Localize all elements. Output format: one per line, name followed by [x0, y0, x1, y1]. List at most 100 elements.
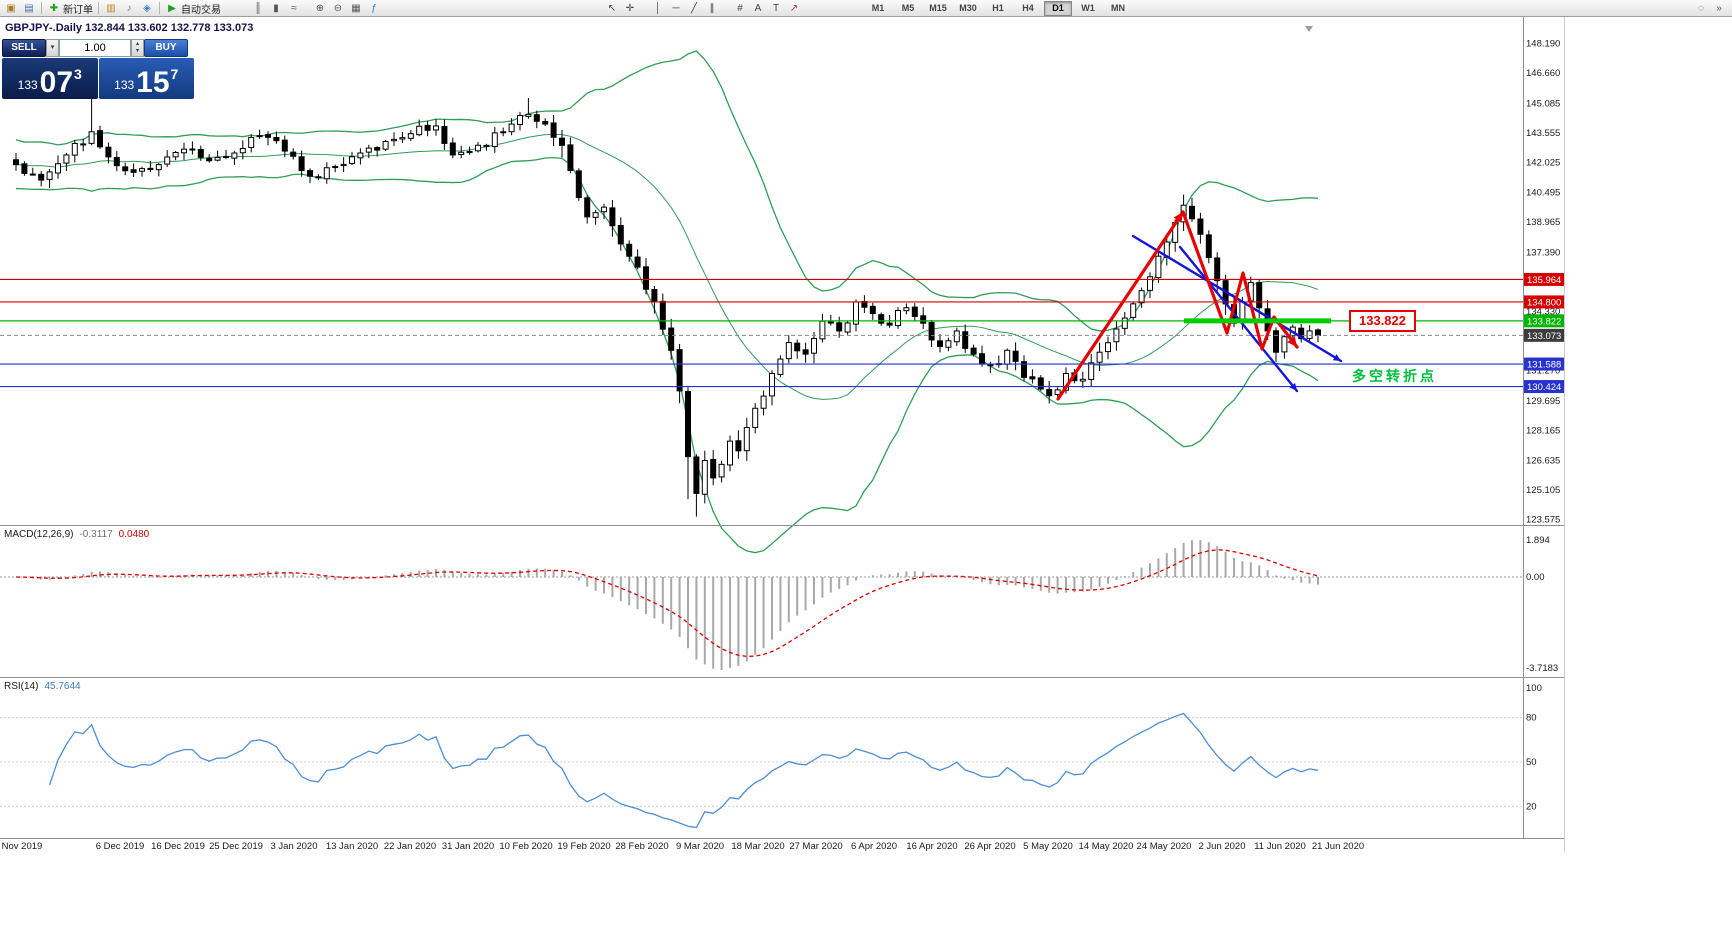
one-click-trading-panel: SELL ▾ ▴ ▾ BUY 133 07 3 133 15 7	[2, 39, 194, 99]
bid-price-panel[interactable]: 133 07 3	[2, 58, 98, 99]
price-axis-label: 137.390	[1526, 247, 1560, 258]
equidistant-channel-button[interactable]: ∥	[703, 1, 721, 16]
cursor-button[interactable]: ↖	[603, 1, 621, 16]
expert-advisor-icon: ◈	[143, 2, 151, 14]
chart-shift-marker[interactable]	[1305, 26, 1313, 32]
pivot-note-text[interactable]: 多空转折点	[1352, 368, 1437, 384]
timeframe-m5-button[interactable]: M5	[901, 2, 915, 13]
candlestick-mode-button[interactable]: ▮	[267, 1, 285, 16]
trendline-icon: ╱	[690, 2, 698, 14]
crosshair-button[interactable]: ✛	[621, 1, 639, 16]
arrows-button[interactable]: ↗	[785, 1, 803, 16]
toolbar-separator	[41, 2, 42, 14]
rsi-name: RSI(14)	[4, 681, 39, 692]
fibonacci-button[interactable]: #	[731, 1, 749, 16]
buy-button[interactable]: BUY	[144, 39, 188, 57]
zoom-out-button[interactable]: ⊖	[329, 1, 347, 16]
horizontal-line-icon: ─	[672, 2, 680, 14]
trendline-button[interactable]: ╱	[685, 1, 703, 16]
horizontal-level-lines	[0, 278, 1523, 388]
price-badge: 135.964	[1527, 275, 1561, 286]
time-axis-label: 21 Jun 2020	[1312, 841, 1364, 852]
auto-trading-icon: ▶	[168, 2, 176, 14]
profiles-icon: ▤	[24, 2, 34, 14]
price-axis-label: 128.165	[1526, 426, 1560, 437]
time-axis-label: 19 Feb 2020	[557, 841, 610, 852]
ask-pip-digit: 7	[170, 66, 179, 82]
new-chart-icon: ▣	[6, 2, 16, 14]
time-axis-label: 26 Apr 2020	[964, 841, 1015, 852]
price-annotation-label[interactable]: 133.822	[1349, 310, 1416, 332]
timeframe-mn-button[interactable]: MN	[1111, 2, 1125, 13]
price-axis-label: 125.105	[1526, 485, 1560, 496]
sell-button[interactable]: SELL	[2, 39, 46, 57]
equidistant-channel-icon: ∥	[709, 2, 715, 14]
sound-alert-button[interactable]: ♪	[120, 1, 138, 16]
vertical-line-button[interactable]: │	[649, 1, 667, 16]
rally-arrow[interactable]	[1056, 210, 1185, 401]
timeframe-d1-button[interactable]: D1	[1044, 0, 1072, 16]
price-badge: 134.800	[1527, 297, 1561, 308]
price-axis-label: 129.695	[1526, 396, 1560, 407]
line-chart-mode-button[interactable]: ≈	[285, 1, 303, 16]
volume-down-icon[interactable]: ▾	[135, 48, 139, 54]
time-axis-label: 24 May 2020	[1137, 841, 1192, 852]
expert-advisor-button[interactable]: ◈	[138, 1, 156, 16]
indicators-button[interactable]: ƒ	[365, 1, 383, 16]
ask-main-digits: 15	[136, 66, 170, 99]
price-axis-label: 126.635	[1526, 455, 1560, 466]
zoom-in-icon: ⊕	[315, 2, 325, 14]
toolbar-separator	[159, 2, 160, 14]
timeframe-w1-button[interactable]: W1	[1081, 2, 1095, 13]
arrows-icon: ↗	[789, 2, 799, 14]
timeframe-h4-button[interactable]: H4	[1022, 2, 1034, 13]
toolbar-search-button[interactable]: ◌	[1692, 1, 1710, 16]
ask-price-panel[interactable]: 133 15 7	[98, 58, 194, 99]
time-axis-label: 27 Mar 2020	[789, 841, 842, 852]
price-axis-label: 146.660	[1526, 68, 1560, 79]
timeframe-m30-button[interactable]: M30	[959, 2, 977, 13]
time-axis-label: 3 Jan 2020	[270, 841, 317, 852]
zoom-in-button[interactable]: ⊕	[311, 1, 329, 16]
time-axis-label: 14 May 2020	[1079, 841, 1134, 852]
volume-decrease-button[interactable]: ▾	[46, 39, 59, 57]
macd-name: MACD(12,26,9)	[4, 529, 74, 540]
text-label-button[interactable]: T	[767, 1, 785, 16]
bar-chart-mode-button[interactable]: ║	[249, 1, 267, 16]
price-axis-label: 148.190	[1526, 39, 1560, 50]
timeframe-h1-button[interactable]: H1	[992, 2, 1004, 13]
toolbar-overflow-button[interactable]: »	[1710, 1, 1728, 16]
rsi-panel: 100 80 50 20	[0, 683, 1542, 829]
toolbar-separator	[98, 2, 99, 14]
sound-alert-icon: ♪	[126, 2, 132, 14]
timeframe-m15-button[interactable]: M15	[929, 2, 947, 13]
price-axis-label: 143.555	[1526, 128, 1560, 139]
volume-input[interactable]	[59, 39, 131, 57]
tile-windows-icon: ▦	[351, 2, 361, 14]
new-order-button[interactable]: ✚ 新订单	[45, 1, 95, 16]
text-button[interactable]: A	[749, 1, 767, 16]
new-order-icon: ✚	[49, 2, 59, 14]
text-icon: A	[754, 2, 762, 14]
time-axis-label: 2 Jun 2020	[1198, 841, 1245, 852]
timeframe-m1-button[interactable]: M1	[871, 2, 885, 13]
price-axis-label: 131.270	[1526, 366, 1560, 377]
price-axis-label: 145.085	[1526, 99, 1560, 110]
toolbar-overflow-icon: »	[1716, 3, 1722, 14]
horizontal-line-button[interactable]: ─	[667, 1, 685, 16]
volume-up-icon[interactable]: ▴	[135, 41, 139, 47]
volume-spinner[interactable]: ▴ ▾	[131, 39, 144, 57]
time-axis-label: 25 Dec 2019	[209, 841, 263, 852]
profiles-button[interactable]: ▤	[20, 1, 38, 16]
price-axis-label: 134.330	[1526, 307, 1560, 318]
auto-trading-button[interactable]: ▶ 自动交易	[163, 1, 223, 16]
chart-window-button[interactable]: ▥	[102, 1, 120, 16]
crosshair-icon: ✛	[625, 2, 635, 14]
new-chart-button[interactable]: ▣	[2, 1, 20, 16]
text-label-icon: T	[772, 2, 780, 14]
tile-windows-button[interactable]: ▦	[347, 1, 365, 16]
panel-borders	[0, 17, 1565, 852]
timeframe-bar: M1 M5 M15 M30 H1 H4 D1 W1 MN	[863, 0, 1133, 16]
